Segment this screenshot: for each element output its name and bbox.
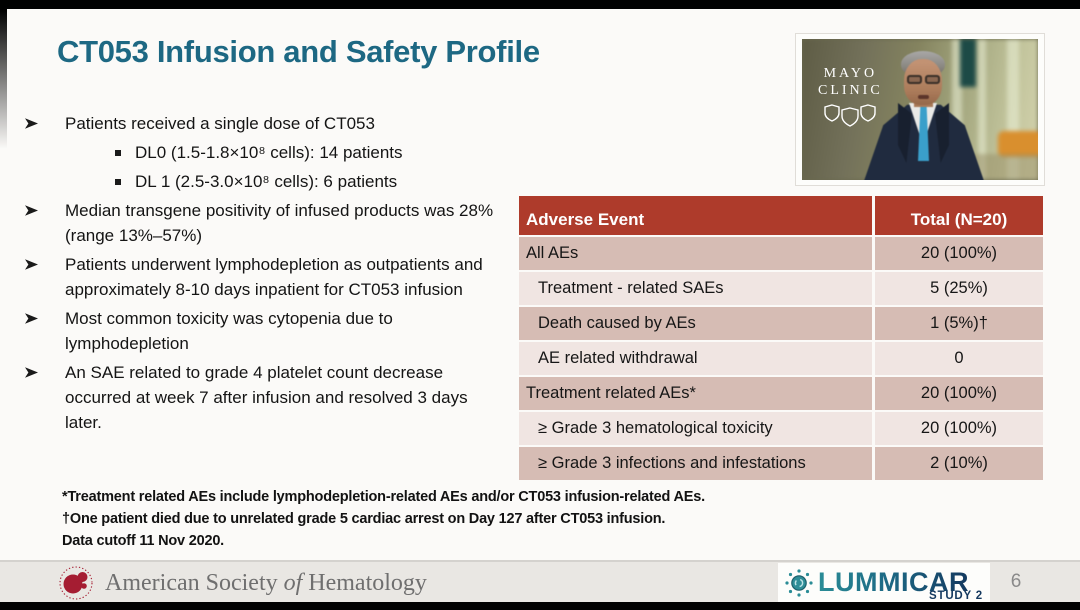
bullet-text: An SAE related to grade 4 platelet count… <box>65 363 468 432</box>
table-cell-value: 20 (100%) <box>875 237 1043 270</box>
lummicar-branding: LUMMICAR STUDY 2 <box>778 563 990 602</box>
presentation-slide: CT053 Infusion and Safety Profile <box>0 9 1080 602</box>
adverse-event-table: Adverse Event Total (N=20) All AEs 20 (1… <box>519 196 1043 482</box>
table-cell-value: 1 (5%)† <box>875 307 1043 340</box>
letterbox-top <box>0 0 1080 9</box>
table-header-adverse-event: Adverse Event <box>519 196 872 235</box>
bullet-item: Patients underwent lymphodepletion as ou… <box>22 252 518 302</box>
footnote-line: *Treatment related AEs include lymphodep… <box>62 489 705 505</box>
slide-title: CT053 Infusion and Safety Profile <box>57 34 540 69</box>
table-cell-label: AE related withdrawal <box>519 342 872 375</box>
bullet-item: Patients received a single dose of CT053 <box>22 111 518 136</box>
sub-bullet-item: DL0 (1.5-1.8×10⁸ cells): 14 patients <box>115 140 518 165</box>
video-vignette <box>0 9 7 149</box>
bullet-text: Median transgene positivity of infused p… <box>65 201 494 245</box>
mayo-logo-text: CLINIC <box>818 83 883 98</box>
footer-bar: American Society of Hematology LUMMICAR … <box>0 560 1080 602</box>
table-cell-value: 5 (25%) <box>875 272 1043 305</box>
sub-bullet-text: DL0 (1.5-1.8×10⁸ cells): 14 patients <box>135 143 403 162</box>
table-cell-value: 2 (10%) <box>875 447 1043 480</box>
footnotes: *Treatment related AEs include lymphodep… <box>62 486 705 552</box>
bullet-text: Patients underwent lymphodepletion as ou… <box>65 255 483 299</box>
speaker-tie <box>918 105 929 161</box>
arrow-bullet-icon <box>25 313 38 324</box>
lummicar-study-label: STUDY 2 <box>929 590 983 602</box>
table-row: All AEs 20 (100%) <box>519 237 1043 270</box>
table-row: Death caused by AEs 1 (5%)† <box>519 307 1043 340</box>
sub-bullet-item: DL 1 (2.5-3.0×10⁸ cells): 6 patients <box>115 169 518 194</box>
bullet-item: An SAE related to grade 4 platelet count… <box>22 360 518 435</box>
ash-branding: American Society of Hematology <box>58 565 427 601</box>
speaker <box>802 39 1038 180</box>
table-row: ≥ Grade 3 infections and infestations 2 … <box>519 447 1043 480</box>
ash-society-name: American Society of Hematology <box>105 569 427 596</box>
letterbox-bottom <box>0 602 1080 610</box>
table-cell-label: All AEs <box>519 237 872 270</box>
arrow-bullet-icon <box>25 259 38 270</box>
table-cell-label: ≥ Grade 3 hematological toxicity <box>519 412 872 445</box>
arrow-bullet-icon <box>25 118 38 129</box>
table-cell-label: Death caused by AEs <box>519 307 872 340</box>
table-cell-label: ≥ Grade 3 infections and infestations <box>519 447 872 480</box>
arrow-bullet-icon <box>25 367 38 378</box>
table-cell-label: Treatment - related SAEs <box>519 272 872 305</box>
footnote-line: †One patient died due to unrelated grade… <box>62 511 666 527</box>
sub-bullet-text: DL 1 (2.5-3.0×10⁸ cells): 6 patients <box>135 172 398 191</box>
table-header-total: Total (N=20) <box>875 196 1043 235</box>
mayo-logo-text: MAYO <box>823 66 878 81</box>
speaker-video: MAYO CLINIC <box>795 33 1045 186</box>
bullet-text: Most common toxicity was cytopenia due t… <box>65 309 393 353</box>
table-cell-label: Treatment related AEs* <box>519 377 872 410</box>
mayo-shields-icon <box>818 103 883 132</box>
bullet-item: Most common toxicity was cytopenia due t… <box>22 306 518 356</box>
page-number: 6 <box>1010 571 1022 592</box>
table-cell-value: 0 <box>875 342 1043 375</box>
square-bullet-icon <box>115 179 121 185</box>
ash-logo-icon <box>59 566 93 600</box>
bullet-item: Median transgene positivity of infused p… <box>22 198 518 248</box>
lummicar-wordmark: LUMMICAR <box>818 567 969 597</box>
square-bullet-icon <box>115 150 121 156</box>
table-row: Treatment related AEs* 20 (100%) <box>519 377 1043 410</box>
bullet-text: Patients received a single dose of CT053 <box>65 114 375 133</box>
table-cell-value: 20 (100%) <box>875 412 1043 445</box>
video-frame: MAYO CLINIC <box>802 39 1038 180</box>
glasses-icon <box>907 75 940 84</box>
table-header-row: Adverse Event Total (N=20) <box>519 196 1043 235</box>
footnote-line: Data cutoff 11 Nov 2020. <box>62 533 225 549</box>
bullet-list: Patients received a single dose of CT053… <box>22 111 518 439</box>
table-cell-value: 20 (100%) <box>875 377 1043 410</box>
arrow-bullet-icon <box>25 205 38 216</box>
table-row: ≥ Grade 3 hematological toxicity 20 (100… <box>519 412 1043 445</box>
table-row: Treatment - related SAEs 5 (25%) <box>519 272 1043 305</box>
table-row: AE related withdrawal 0 <box>519 342 1043 375</box>
mayo-clinic-logo: MAYO CLINIC <box>818 65 883 132</box>
lummicar-sun-icon <box>785 568 813 597</box>
